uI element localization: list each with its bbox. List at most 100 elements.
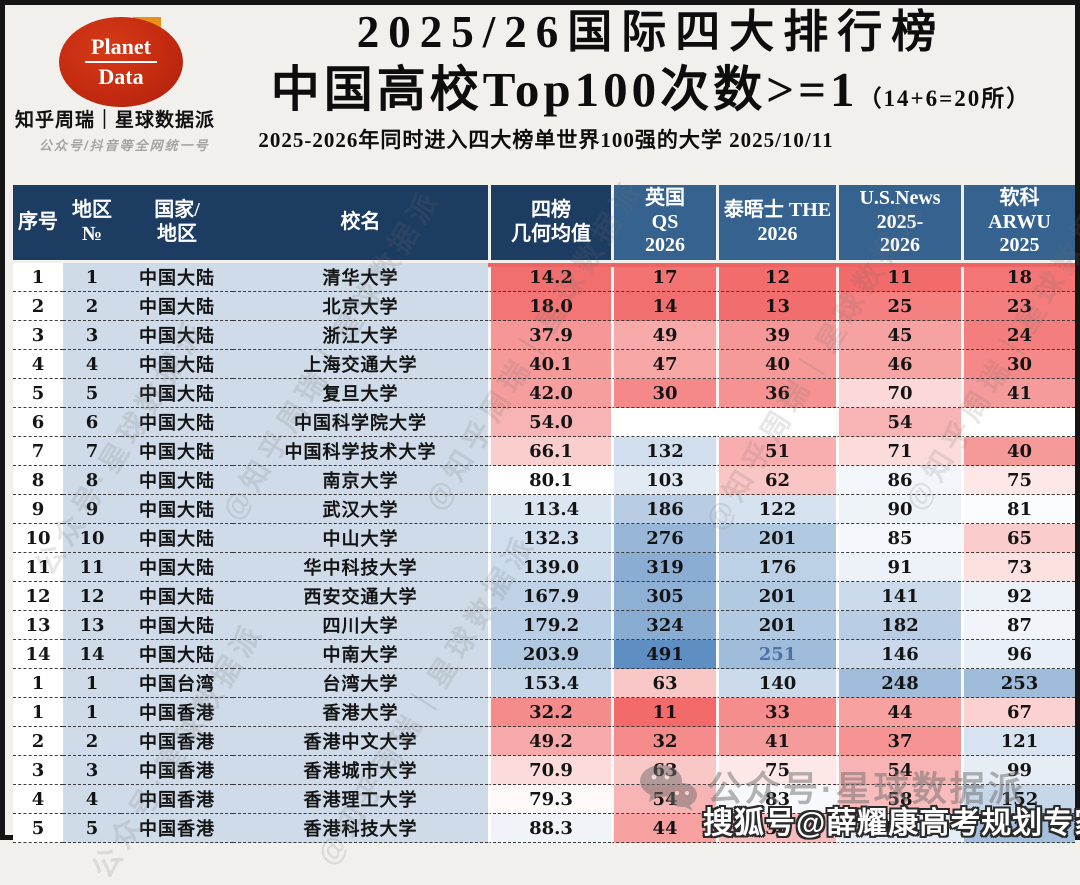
cell-region-no: 12 (63, 582, 121, 611)
cell-rank-value: 248 (836, 669, 961, 698)
cell-university-name: 中山大学 (233, 524, 488, 553)
cell-rank-value: 17 (611, 263, 716, 292)
cell-rank-value (611, 408, 716, 437)
cell-seq: 1 (13, 669, 63, 698)
cell-rank-value: 75 (716, 756, 836, 785)
cell-rank-value: 101 (836, 814, 961, 843)
cell-seq: 14 (13, 640, 63, 669)
cell-seq: 11 (13, 553, 63, 582)
author-byline-sub: 公众号/抖音等全网统一号 (39, 138, 210, 153)
cell-rank-value: 37 (836, 727, 961, 756)
cell-seq: 7 (13, 437, 63, 466)
cell-region-no: 6 (63, 408, 121, 437)
cell-region-no: 14 (63, 640, 121, 669)
cell-rank-value: 121 (961, 727, 1075, 756)
cell-rank-value: 88.3 (488, 814, 611, 843)
cell-university-name: 清华大学 (233, 263, 488, 292)
page-title-line2: 中国高校Top100次数>=1（14+6=20所） (225, 62, 1077, 117)
cell-region-no: 4 (63, 350, 121, 379)
cell-rank-value: 65 (961, 524, 1075, 553)
cell-rank-value: 49.2 (488, 727, 611, 756)
cell-university-name: 南京大学 (233, 466, 488, 495)
cell-rank-value: 58 (716, 814, 836, 843)
cell-university-name: 四川大学 (233, 611, 488, 640)
cell-rank-value: 58 (836, 785, 961, 814)
cell-rank-value: 146 (836, 640, 961, 669)
cell-rank-value: 91 (836, 553, 961, 582)
cell-region-no: 2 (63, 292, 121, 321)
cell-rank-value: 201 (716, 582, 836, 611)
cell-rank-value: 11 (611, 698, 716, 727)
cell-university-name: 中国科学技术大学 (233, 437, 488, 466)
cell-university-name: 中国科学院大学 (233, 408, 488, 437)
cell-rank-value: 81 (961, 495, 1075, 524)
cell-rank-value: 132.3 (488, 524, 611, 553)
column-header: 英国 QS 2026 (611, 185, 716, 263)
cell-rank-value: 40 (961, 437, 1075, 466)
cell-region: 中国台湾 (121, 669, 233, 698)
column-header: 地区 № (63, 185, 121, 263)
cell-rank-value (961, 408, 1075, 437)
rankings-table: 序号 地区 № 国家/地区 校名 四榜 几何均值 英国 QS 2026 泰晤士 THE 2026 U.S… (13, 185, 1075, 843)
cell-rank-value: 73 (961, 553, 1075, 582)
cell-rank-value: 14.2 (488, 263, 611, 292)
cell-region-no: 8 (63, 466, 121, 495)
cell-rank-value: 37.9 (488, 321, 611, 350)
cell-rank-value: 79.3 (488, 785, 611, 814)
cell-university-name: 北京大学 (233, 292, 488, 321)
title-block: 2025/26国际四大排行榜 中国高校Top100次数>=1（14+6=20所）… (225, 7, 1077, 154)
cell-seq: 4 (13, 350, 63, 379)
column-header: 校名 (233, 185, 488, 263)
cell-rank-value: 305 (611, 582, 716, 611)
cell-seq: 2 (13, 727, 63, 756)
cell-rank-value (716, 408, 836, 437)
cell-rank-value: 253 (961, 669, 1075, 698)
cell-rank-value: 179.2 (488, 611, 611, 640)
cell-rank-value: 42.0 (488, 379, 611, 408)
cell-rank-value: 167.9 (488, 582, 611, 611)
cell-rank-value: 63 (611, 669, 716, 698)
cell-region-no: 1 (63, 669, 121, 698)
cell-seq: 13 (13, 611, 63, 640)
cell-rank-value: 90 (836, 495, 961, 524)
page-title-line1: 2025/26国际四大排行榜 (356, 7, 946, 57)
cell-rank-value: 66.1 (488, 437, 611, 466)
cell-region-no: 4 (63, 785, 121, 814)
cell-region-no: 1 (63, 698, 121, 727)
column-header: 国家/地区 (121, 185, 233, 263)
cell-region-no: 7 (63, 437, 121, 466)
cell-region: 中国大陆 (121, 611, 233, 640)
cell-seq: 12 (13, 582, 63, 611)
cell-rank-value: 62 (716, 466, 836, 495)
cell-rank-value: 113.4 (488, 495, 611, 524)
cell-rank-value: 140 (716, 669, 836, 698)
logo-divider (85, 61, 157, 63)
cell-region-no: 2 (63, 727, 121, 756)
cell-rank-value: 30 (611, 379, 716, 408)
cell-rank-value: 67 (961, 698, 1075, 727)
cell-rank-value: 13 (716, 292, 836, 321)
cell-rank-value: 18.0 (488, 292, 611, 321)
cell-rank-value: 41 (716, 727, 836, 756)
cell-rank-value: 132 (611, 437, 716, 466)
column-header: 软科 ARWU 2025 (961, 185, 1075, 263)
cell-rank-value: 14 (611, 292, 716, 321)
cell-region: 中国大陆 (121, 495, 233, 524)
planet-data-logo: Planet Data (59, 17, 183, 107)
cell-seq: 8 (13, 466, 63, 495)
cell-university-name: 香港科技大学 (233, 814, 488, 843)
cell-rank-value: 203.9 (488, 640, 611, 669)
brand-block: Planet Data 知乎周瑞｜星球数据派 公众号/抖音等全网统一号 (11, 9, 229, 159)
cell-rank-value: 36 (716, 379, 836, 408)
cell-rank-value: 51 (716, 437, 836, 466)
cell-seq: 3 (13, 321, 63, 350)
cell-rank-value: 103 (611, 466, 716, 495)
cell-seq: 1 (13, 263, 63, 292)
cell-rank-value: 30 (961, 350, 1075, 379)
cell-rank-value: 182 (836, 611, 961, 640)
column-header: 泰晤士 THE 2026 (716, 185, 836, 263)
cell-rank-value: 153.4 (488, 669, 611, 698)
cell-region: 中国香港 (121, 814, 233, 843)
cell-region: 中国香港 (121, 785, 233, 814)
column-header: 四榜 几何均值 (488, 185, 611, 263)
